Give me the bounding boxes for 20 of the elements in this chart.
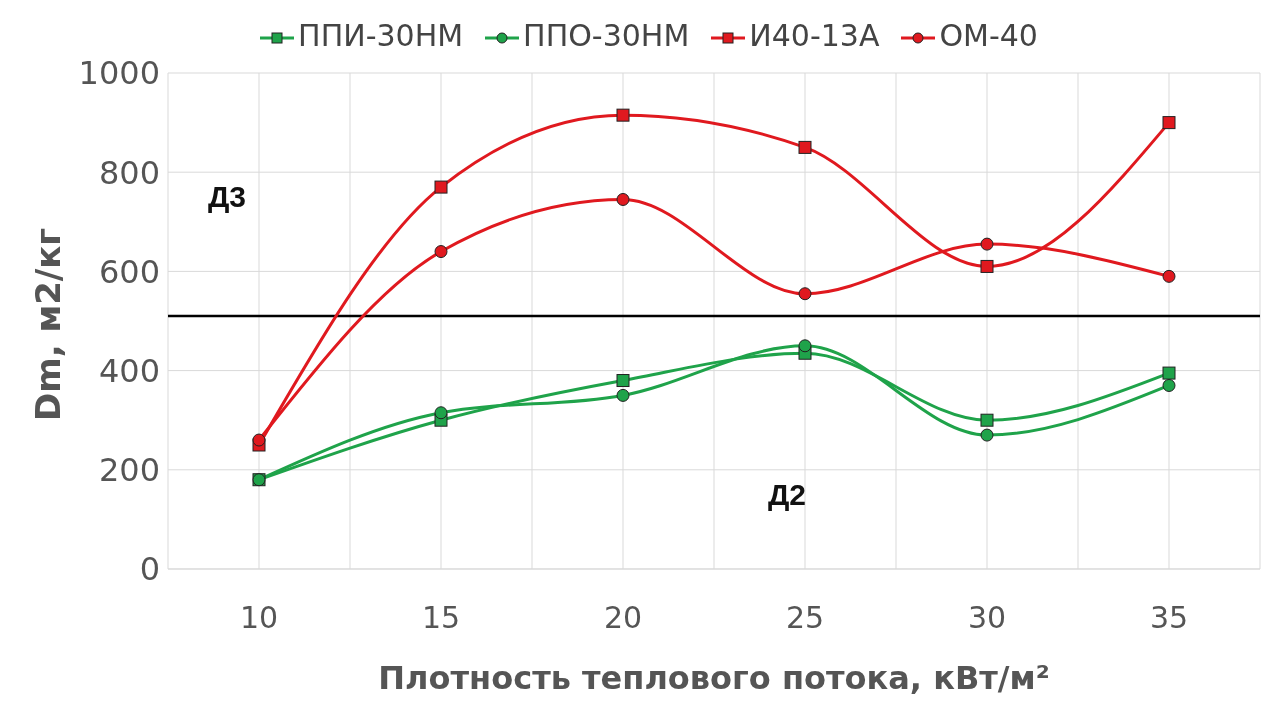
x-tick-label: 25 xyxy=(785,600,825,636)
legend-label: ОМ-40 xyxy=(938,18,1038,53)
annotation: Д3 xyxy=(208,180,247,214)
y-tick-label: 0 xyxy=(139,550,160,589)
x-axis-title: Плотность теплового потока, кВт/м² xyxy=(378,659,1050,697)
y-tick-label: 600 xyxy=(98,252,160,291)
annotation: Д2 xyxy=(768,478,807,512)
legend-label: ППИ-30НМ xyxy=(297,18,464,53)
x-tick-label: 10 xyxy=(239,600,279,636)
x-tick-label: 35 xyxy=(1149,600,1189,636)
y-axis-title: Dm, м2/кг xyxy=(28,227,69,421)
y-tick-label: 800 xyxy=(98,153,160,192)
y-tick-label: 200 xyxy=(98,451,160,490)
x-tick-label: 15 xyxy=(421,600,461,636)
y-tick-label: 400 xyxy=(98,351,160,390)
legend-label: И40-13А xyxy=(748,18,880,53)
x-tick-label: 20 xyxy=(603,600,643,636)
y-tick-label: 1000 xyxy=(78,54,160,93)
legend-label: ППО-30НМ xyxy=(522,18,690,53)
x-tick-label: 30 xyxy=(967,600,1007,636)
